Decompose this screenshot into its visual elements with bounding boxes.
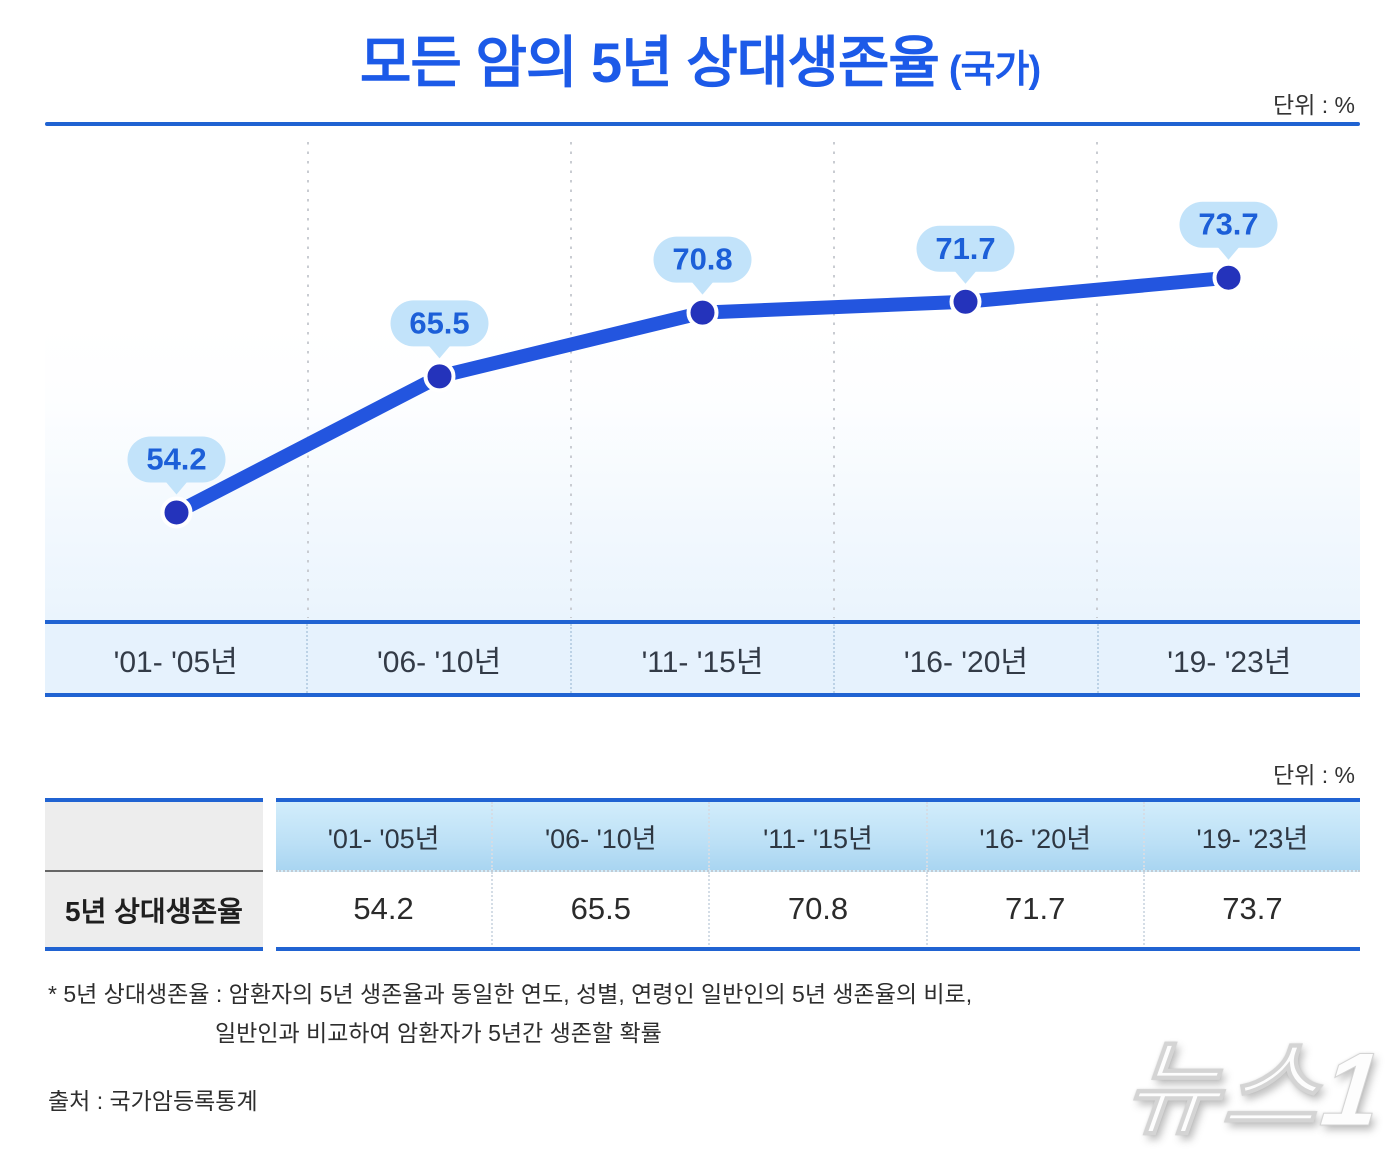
data-label-bubble: 65.5 (390, 300, 489, 359)
chart-unit-label: 단위 : % (1273, 92, 1355, 118)
table-header-cell: '01- '05년 (327, 823, 440, 854)
table-data-block: '01- '05년 '06- '10년 '11- '15년 '16- '20년 … (276, 798, 1360, 951)
data-label-value: 71.7 (935, 231, 995, 266)
table-header-cell: '11- '15년 (708, 802, 925, 870)
footnote-definition-line2: 일반인과 비교하여 암환자가 5년간 생존할 확률 (215, 1020, 662, 1046)
page-title-suffix: (국가) (948, 49, 1041, 91)
data-point (160, 496, 193, 529)
survival-line-chart: 54.2 65.5 70.8 71.7 73.7 (127, 142, 1278, 618)
data-label-bubble: 71.7 (916, 225, 1015, 284)
table-value-row: 54.2 65.5 70.8 71.7 73.7 (276, 872, 1360, 945)
data-label-value: 73.7 (1198, 207, 1258, 242)
table-value-cell: 54.2 (353, 890, 414, 926)
table-header-cell: '06- '10년 (491, 802, 708, 870)
table-row-header-block: 5년 상대생존율 (45, 798, 263, 951)
x-axis-band: '01- '05년 '06- '10년 '11- '15년 '16- '20년 … (45, 620, 1360, 697)
data-label-bubble: 70.8 (653, 236, 752, 295)
footnote-definition-line1: * 5년 상대생존율 : 암환자의 5년 생존율과 동일한 연도, 성별, 연령… (48, 981, 973, 1007)
x-axis-label: '01- '05년 (113, 645, 238, 679)
data-point (949, 285, 982, 318)
table-value-cell: 73.7 (1142, 872, 1360, 945)
table-unit-label: 단위 : % (1273, 762, 1355, 788)
table-value-cell: 71.7 (925, 872, 1143, 945)
data-label-bubble: 73.7 (1179, 201, 1278, 260)
table-corner-cell (45, 802, 263, 872)
table-header-cell: '16- '20년 (925, 802, 1143, 870)
data-label-value: 65.5 (409, 305, 469, 340)
x-axis-label: '06- '10년 (306, 624, 569, 693)
page-title-main: 모든 암의 5년 상대생존율 (359, 31, 940, 94)
x-axis-label: '11- '15년 (569, 624, 833, 693)
data-label-value: 54.2 (146, 441, 206, 476)
data-point (1212, 261, 1245, 294)
source-label: 출처 : 국가암등록통계 (48, 1088, 258, 1114)
title-divider-rule (45, 122, 1360, 126)
table-value-cell: 70.8 (708, 872, 925, 945)
data-label-bubble: 54.2 (127, 436, 226, 495)
table-header-cell: '19- '23년 (1142, 802, 1360, 870)
table-row-label: 5년 상대생존율 (65, 895, 243, 927)
data-point (686, 296, 719, 329)
x-axis-label: '16- '20년 (833, 624, 1096, 693)
news1-watermark-logo: 뉴스1 (1118, 1032, 1389, 1149)
data-point (423, 360, 456, 393)
table-value-cell: 65.5 (491, 872, 708, 945)
chart-plot-area: 54.2 65.5 70.8 71.7 73.7 (45, 128, 1360, 620)
data-label-value: 70.8 (672, 242, 732, 277)
table-header-row: '01- '05년 '06- '10년 '11- '15년 '16- '20년 … (276, 802, 1360, 872)
x-axis-label: '19- '23년 (1096, 624, 1360, 693)
page-title: 모든 암의 5년 상대생존율 (국가) (0, 18, 1400, 99)
